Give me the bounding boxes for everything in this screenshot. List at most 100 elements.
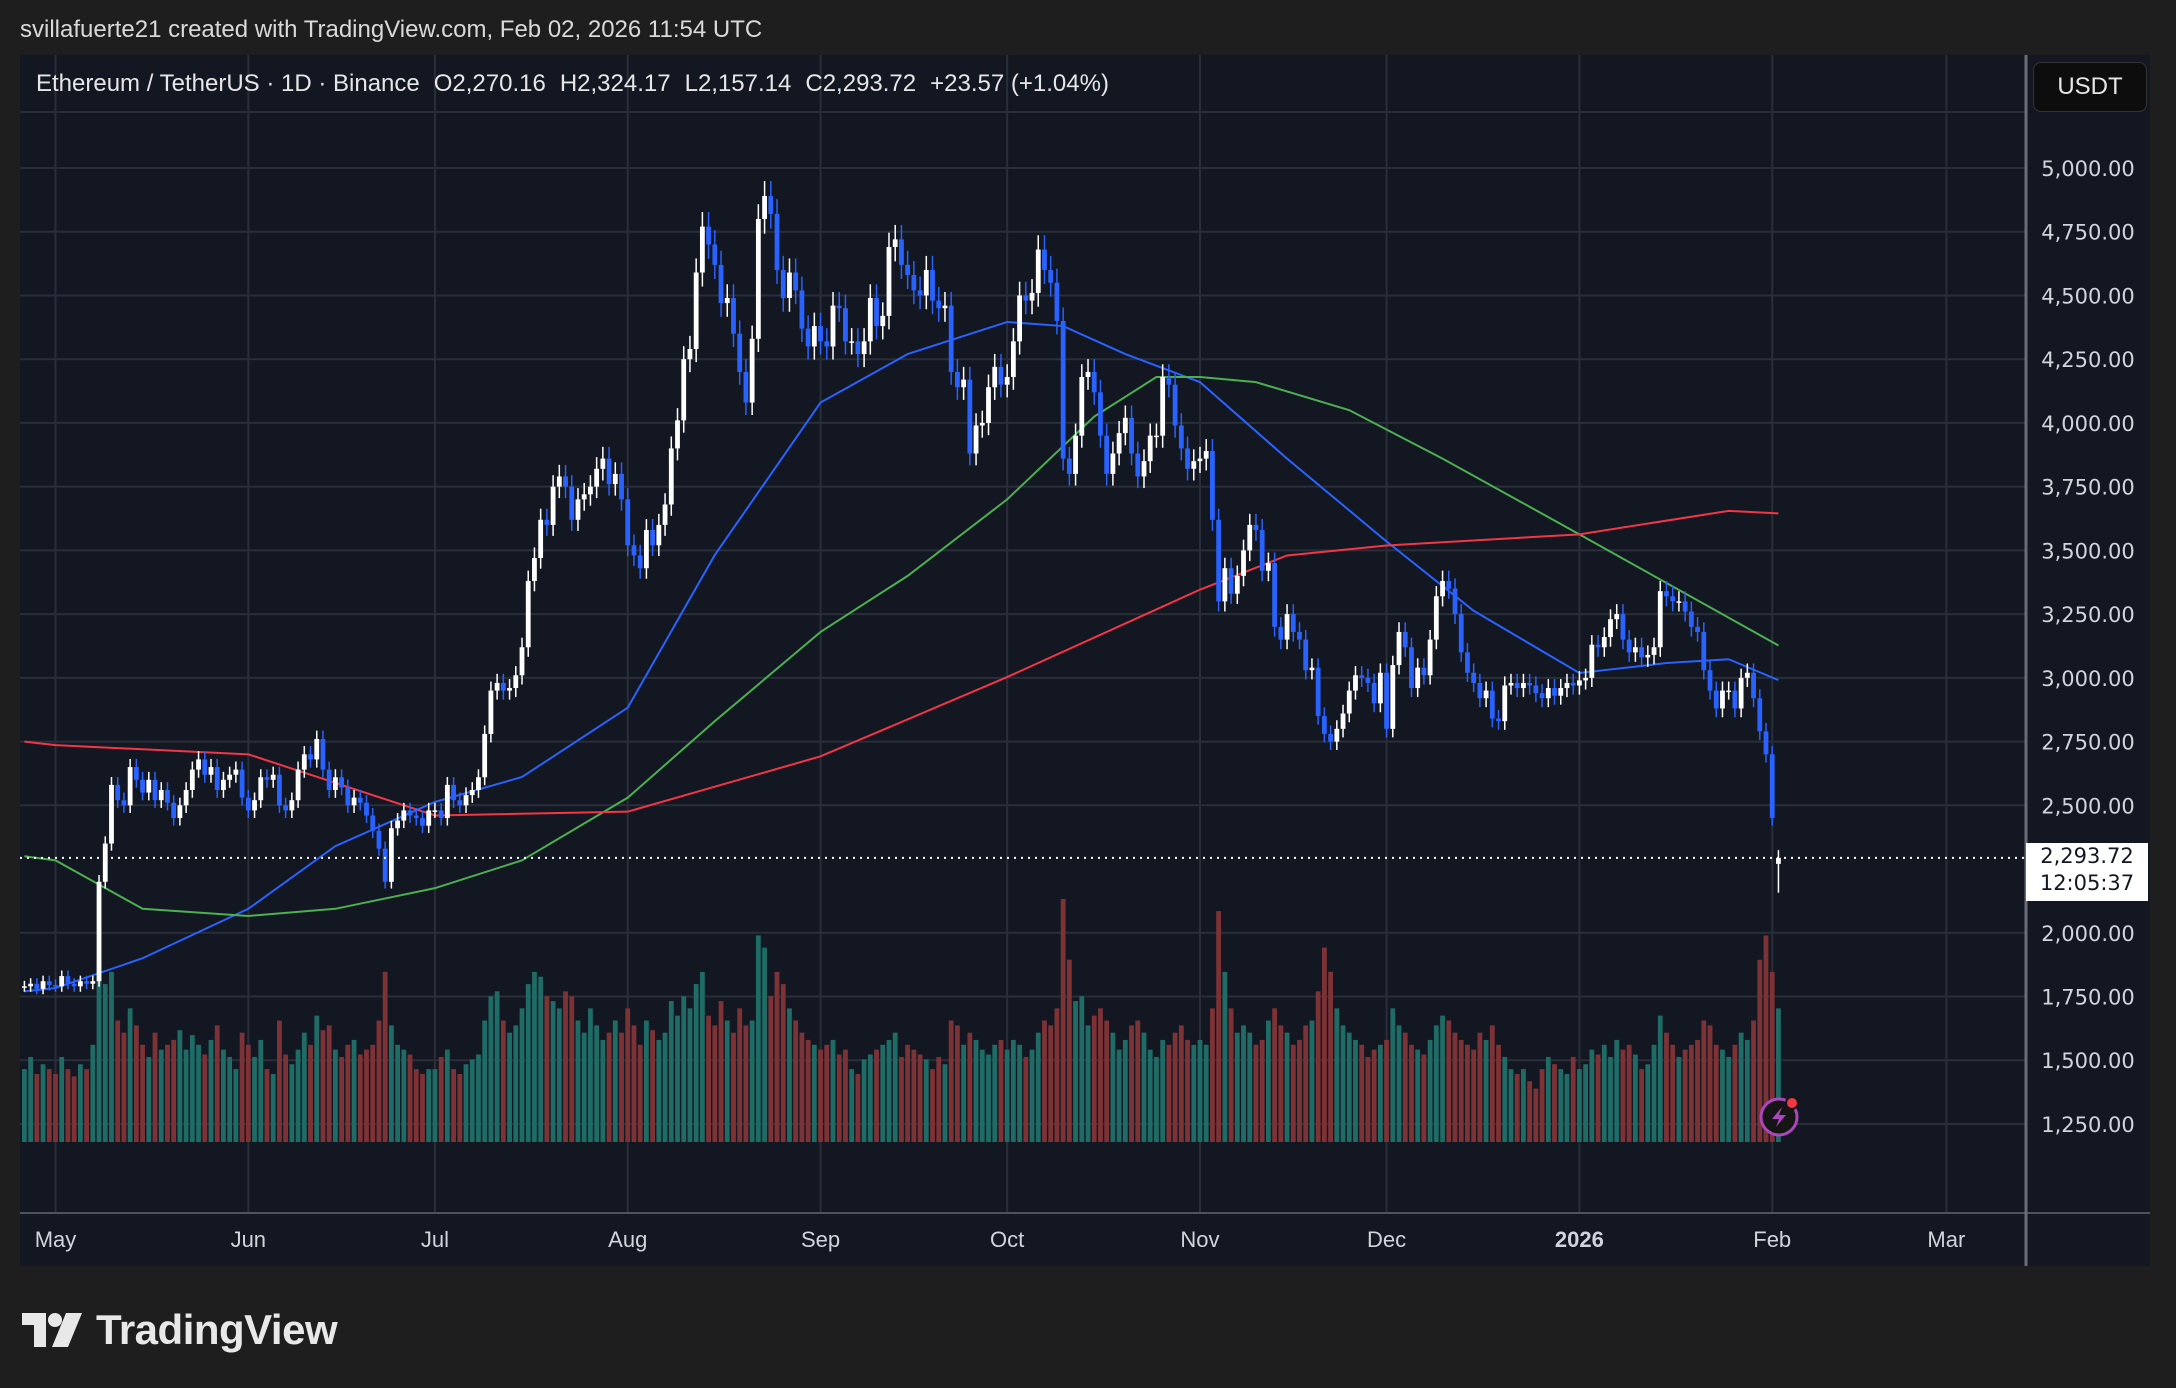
- candle-body: [1527, 682, 1533, 686]
- volume-bar: [1589, 1049, 1595, 1142]
- candle-body: [1353, 675, 1358, 691]
- moving-averages: [24, 320, 1779, 993]
- y-tick-label: 4,250.00: [2041, 348, 2135, 372]
- currency-button[interactable]: USDT: [2033, 62, 2147, 112]
- volume-bar: [1210, 1008, 1215, 1142]
- volume-bar: [345, 1044, 351, 1142]
- volume-bar: [482, 1020, 488, 1142]
- candle-body: [830, 305, 836, 347]
- candle-body: [961, 379, 967, 388]
- volume-bar: [1253, 1044, 1259, 1142]
- volume-bar: [544, 996, 550, 1142]
- volume-bar: [451, 1069, 456, 1142]
- candle-body: [1054, 282, 1060, 321]
- volume-bar: [1682, 1049, 1688, 1142]
- chart-frame[interactable]: 5,000.00 4,750.00 4,500.00 4,250.00 4,000.00…: [20, 55, 2150, 1266]
- volume-bar: [40, 1064, 46, 1142]
- candle-body: [320, 739, 326, 770]
- candle-body: [992, 366, 998, 388]
- candle-body: [488, 690, 494, 734]
- candle-body: [644, 529, 649, 569]
- volume-bar: [189, 1035, 195, 1142]
- volume-bar: [1415, 1049, 1421, 1142]
- candle-body: [1396, 631, 1402, 666]
- candle-body: [146, 779, 152, 793]
- axes: 5,000.00 4,750.00 4,500.00 4,250.00 4,000.00…: [20, 55, 2150, 1266]
- volume-bar: [208, 1039, 214, 1142]
- volume-bar: [102, 984, 108, 1142]
- volume-bar: [1346, 1032, 1352, 1142]
- volume-bar: [1135, 1020, 1141, 1142]
- candle-body: [699, 226, 705, 273]
- candle-body: [53, 985, 58, 987]
- volume-bar: [1508, 1069, 1514, 1142]
- volume-bar: [1060, 899, 1066, 1142]
- candle-body: [1004, 377, 1010, 385]
- candle-body: [1334, 728, 1340, 742]
- candle-body: [1377, 672, 1383, 704]
- candle-body: [258, 777, 264, 801]
- volume-bar: [718, 1001, 724, 1142]
- x-tick-label: Sep: [801, 1227, 840, 1252]
- candle-body: [923, 269, 929, 296]
- volume-bar: [905, 1044, 911, 1142]
- candle-body: [202, 759, 208, 775]
- candle-body: [1191, 461, 1197, 469]
- candle-body: [1707, 670, 1713, 691]
- volume-bar: [1203, 1044, 1209, 1142]
- candle-body: [1060, 320, 1066, 459]
- volume-bar: [1066, 959, 1072, 1142]
- candle-body: [370, 815, 376, 831]
- candle-body: [532, 558, 537, 581]
- volume-bar: [59, 1056, 65, 1142]
- candle-body: [102, 843, 108, 882]
- candle-body: [1732, 690, 1738, 709]
- candle-body: [1073, 435, 1078, 474]
- volume-bar: [444, 1049, 450, 1142]
- tradingview-logo-icon: [22, 1313, 82, 1347]
- candle-body: [407, 810, 413, 816]
- candle-body: [1458, 614, 1464, 653]
- bar-countdown: 12:05:37: [2039, 871, 2135, 895]
- volume-bar: [1290, 1044, 1296, 1142]
- candle-body: [494, 682, 500, 691]
- volume-bar: [202, 1054, 208, 1142]
- candle-body: [569, 486, 575, 520]
- candle-body: [1266, 563, 1271, 571]
- volume-bar: [1496, 1044, 1501, 1142]
- volume-bar: [693, 984, 699, 1142]
- candle-body: [1010, 341, 1016, 378]
- volume-bar: [1701, 1020, 1707, 1142]
- candle-body: [1452, 588, 1458, 615]
- symbol-name[interactable]: Ethereum / TetherUS · 1D · Binance: [36, 70, 420, 97]
- volume-bar: [1744, 1039, 1750, 1142]
- volume-bar: [556, 1008, 562, 1142]
- candle-body: [1583, 677, 1589, 681]
- candle-body: [1110, 453, 1116, 474]
- price-chart[interactable]: 5,000.00 4,750.00 4,500.00 4,250.00 4,000.00…: [20, 55, 2150, 1266]
- candle-body: [239, 769, 245, 798]
- candle-body: [525, 580, 531, 648]
- volume-bar: [1776, 1008, 1781, 1142]
- candle-body: [662, 504, 668, 525]
- volume-bar: [625, 1008, 631, 1142]
- candle-body: [1776, 857, 1781, 864]
- candle-body: [1744, 672, 1750, 678]
- lightning-alert-icon[interactable]: [1757, 1095, 1801, 1139]
- candle-body: [967, 379, 973, 454]
- volume-bar: [488, 996, 494, 1142]
- y-tick-label: 3,250.00: [2041, 603, 2135, 627]
- candle-body: [880, 315, 886, 327]
- volume-bar: [1533, 1088, 1539, 1142]
- candle-body: [768, 196, 774, 214]
- volume-bar: [1738, 1032, 1744, 1142]
- candle-body: [444, 784, 450, 819]
- volume-bar: [1222, 971, 1228, 1142]
- volume-bar: [762, 947, 767, 1142]
- candle-body: [612, 473, 618, 485]
- volume-bar: [1769, 971, 1775, 1142]
- candle-body: [737, 333, 743, 372]
- candle-body: [476, 777, 481, 791]
- candle-body: [1558, 688, 1564, 696]
- candle-body: [158, 790, 164, 801]
